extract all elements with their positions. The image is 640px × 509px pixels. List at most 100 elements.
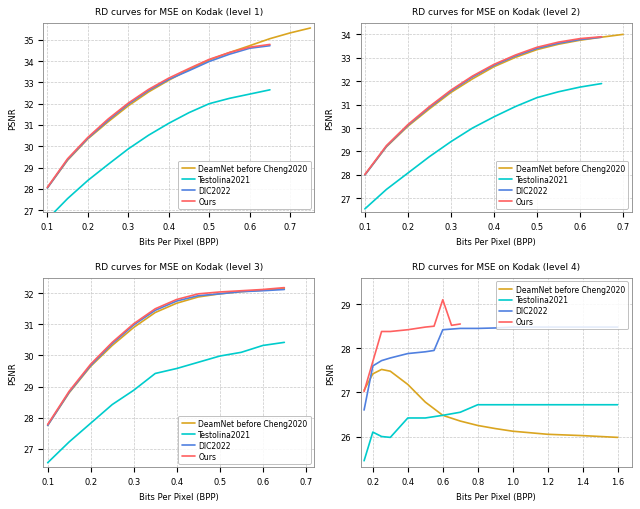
Ours <box>173 297 180 303</box>
DeamNet before Cheng2020 <box>87 363 95 370</box>
Ours <box>205 57 213 63</box>
DeamNet before Cheng2020 <box>165 78 173 84</box>
DIC2022 <box>361 173 369 179</box>
Line: DeamNet before Cheng2020: DeamNet before Cheng2020 <box>364 370 618 438</box>
DeamNet before Cheng2020 <box>468 77 476 83</box>
X-axis label: Bits Per Pixel (BPP): Bits Per Pixel (BPP) <box>456 492 536 501</box>
X-axis label: Bits Per Pixel (BPP): Bits Per Pixel (BPP) <box>139 237 219 246</box>
DIC2022 <box>84 136 92 142</box>
DeamNet before Cheng2020 <box>614 435 621 441</box>
DIC2022 <box>404 351 412 357</box>
Line: DIC2022: DIC2022 <box>365 38 602 176</box>
DIC2022 <box>579 324 586 330</box>
DIC2022 <box>108 341 116 347</box>
Testolina2021 <box>533 95 541 101</box>
DeamNet before Cheng2020 <box>259 288 267 294</box>
Testolina2021 <box>404 171 412 177</box>
DIC2022 <box>195 293 202 299</box>
DeamNet before Cheng2020 <box>108 343 116 349</box>
Ours <box>448 323 456 329</box>
DeamNet before Cheng2020 <box>44 422 51 429</box>
Ours <box>396 328 403 334</box>
Testolina2021 <box>474 402 482 408</box>
Testolina2021 <box>422 415 429 421</box>
DeamNet before Cheng2020 <box>266 37 274 43</box>
Testolina2021 <box>64 196 72 202</box>
DIC2022 <box>173 298 180 304</box>
Ours <box>360 389 368 395</box>
DIC2022 <box>145 88 152 94</box>
Ours <box>413 326 420 332</box>
DIC2022 <box>614 324 621 330</box>
Testolina2021 <box>439 412 447 418</box>
Ours <box>152 306 159 312</box>
DIC2022 <box>130 322 138 328</box>
Ours <box>430 324 438 330</box>
Testolina2021 <box>125 147 132 153</box>
DIC2022 <box>490 63 498 69</box>
Testolina2021 <box>152 371 159 377</box>
Testolina2021 <box>44 217 51 223</box>
Line: Ours: Ours <box>365 38 602 175</box>
Ours <box>185 66 193 72</box>
Legend: DeamNet before Cheng2020, Testolina2021, DIC2022, Ours: DeamNet before Cheng2020, Testolina2021,… <box>496 161 628 209</box>
Ours <box>84 135 92 141</box>
Testolina2021 <box>173 365 180 372</box>
DIC2022 <box>280 287 288 293</box>
Ours <box>266 42 274 48</box>
DIC2022 <box>447 89 455 95</box>
Ours <box>145 87 152 93</box>
DIC2022 <box>64 157 72 163</box>
Line: Testolina2021: Testolina2021 <box>47 91 270 220</box>
Testolina2021 <box>361 207 369 213</box>
Testolina2021 <box>266 88 274 94</box>
DIC2022 <box>576 37 584 43</box>
Line: DIC2022: DIC2022 <box>47 47 270 188</box>
DeamNet before Cheng2020 <box>533 47 541 53</box>
Testolina2021 <box>555 90 563 96</box>
DeamNet before Cheng2020 <box>173 300 180 306</box>
DeamNet before Cheng2020 <box>44 185 51 191</box>
Testolina2021 <box>447 139 455 146</box>
Line: DeamNet before Cheng2020: DeamNet before Cheng2020 <box>365 35 623 176</box>
DeamNet before Cheng2020 <box>307 26 314 32</box>
Ours <box>404 122 412 128</box>
DeamNet before Cheng2020 <box>426 106 433 112</box>
DIC2022 <box>205 59 213 65</box>
DIC2022 <box>44 422 51 429</box>
DIC2022 <box>468 75 476 81</box>
DeamNet before Cheng2020 <box>360 387 368 393</box>
Testolina2021 <box>614 402 621 408</box>
DIC2022 <box>511 54 519 60</box>
Ours <box>195 291 202 297</box>
DIC2022 <box>378 358 385 364</box>
DIC2022 <box>426 105 433 111</box>
DeamNet before Cheng2020 <box>125 103 132 109</box>
DeamNet before Cheng2020 <box>280 286 288 292</box>
Ours <box>165 76 173 82</box>
Testolina2021 <box>490 115 498 121</box>
Ours <box>87 361 95 367</box>
Line: Ours: Ours <box>47 45 270 188</box>
DeamNet before Cheng2020 <box>555 42 563 48</box>
Ours <box>468 74 476 80</box>
DIC2022 <box>237 289 245 295</box>
Testolina2021 <box>280 340 288 346</box>
DeamNet before Cheng2020 <box>205 58 213 64</box>
DIC2022 <box>509 324 516 330</box>
DeamNet before Cheng2020 <box>130 325 138 331</box>
DeamNet before Cheng2020 <box>104 120 112 126</box>
Testolina2021 <box>404 415 412 421</box>
Testolina2021 <box>108 402 116 408</box>
Testolina2021 <box>44 460 51 466</box>
Ours <box>456 321 464 327</box>
DeamNet before Cheng2020 <box>456 418 464 425</box>
Ours <box>439 297 447 303</box>
DeamNet before Cheng2020 <box>492 426 499 432</box>
DIC2022 <box>533 46 541 52</box>
Testolina2021 <box>237 350 245 356</box>
Line: DIC2022: DIC2022 <box>47 290 284 426</box>
Testolina2021 <box>145 133 152 139</box>
DIC2022 <box>87 362 95 369</box>
Title: RD curves for MSE on Kodak (level 4): RD curves for MSE on Kodak (level 4) <box>412 263 580 272</box>
